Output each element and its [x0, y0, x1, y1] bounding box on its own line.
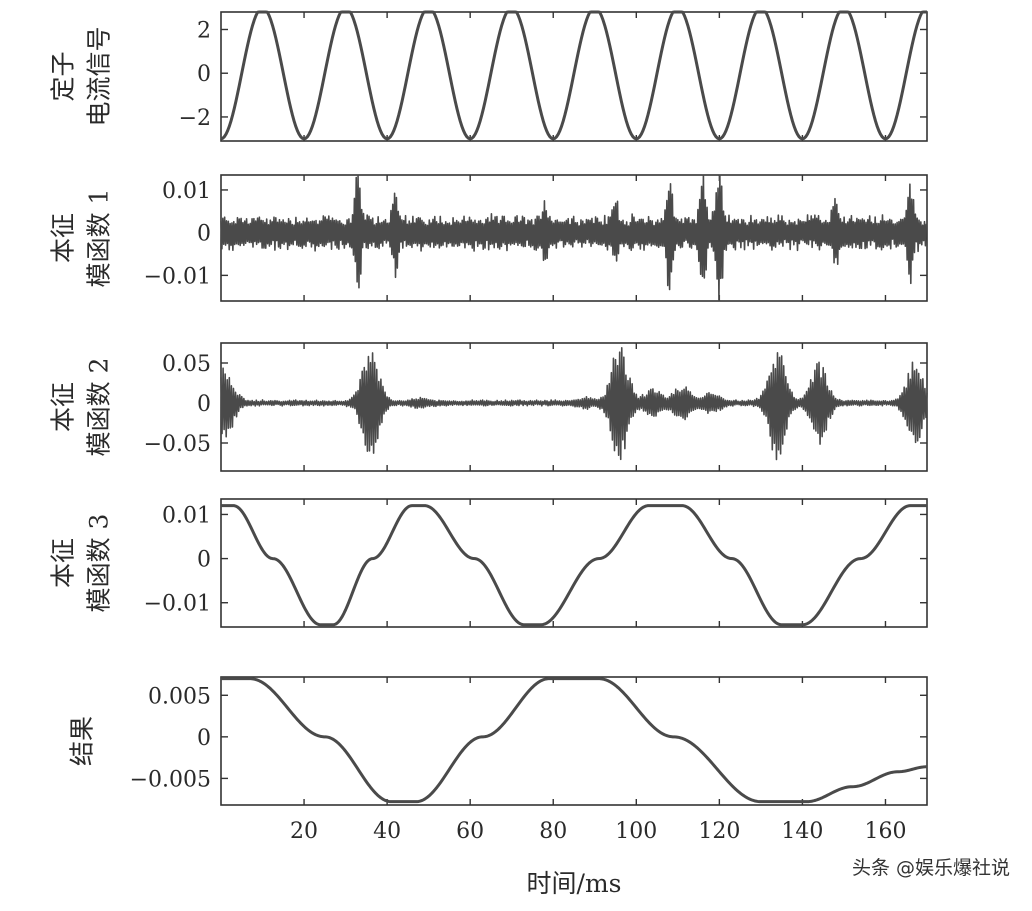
x-tick-label: 140: [781, 819, 823, 844]
y-tick-label: 0.005: [148, 684, 211, 709]
x-tick-label: 60: [456, 819, 484, 844]
x-tick-label: 120: [698, 819, 740, 844]
y-axis-label: 模函数 2: [85, 358, 114, 457]
y-tick-label: 0: [197, 548, 211, 573]
panel-frame: [220, 498, 928, 628]
y-tick-label: 0: [197, 62, 211, 87]
y-tick-label: −0.005: [130, 767, 211, 792]
y-axis-label: 本征: [49, 538, 78, 588]
y-tick-label: −2: [179, 106, 211, 131]
panel-frame: [220, 676, 928, 806]
panel-frame: [220, 11, 928, 142]
x-tick-label: 160: [864, 819, 906, 844]
series-line: [220, 174, 928, 302]
x-tick-label: 80: [539, 819, 567, 844]
y-tick-label: 0.05: [162, 352, 211, 377]
y-axis-label: 本征: [49, 213, 78, 263]
y-tick-label: 2: [197, 18, 211, 43]
watermark-text: 头条 @娱乐爆社说: [851, 857, 1010, 879]
y-tick-label: 0: [197, 222, 211, 247]
y-axis-label: 定子: [49, 51, 78, 101]
x-tick-label: 40: [373, 819, 401, 844]
y-tick-label: −0.01: [144, 264, 211, 289]
series-line: [221, 504, 927, 627]
y-tick-label: 0: [197, 392, 211, 417]
series-line: [220, 10, 927, 141]
y-tick-label: 0.01: [162, 179, 211, 204]
y-tick-label: 0: [197, 726, 211, 751]
x-tick-label: 20: [290, 819, 318, 844]
y-tick-label: −0.01: [144, 592, 211, 617]
y-axis-label: 本征: [49, 382, 78, 432]
y-axis-label: 模函数 3: [85, 514, 114, 613]
y-tick-label: 0.01: [162, 503, 211, 528]
y-axis-label: 结果: [68, 716, 97, 766]
y-axis-label: 模函数 1: [85, 189, 114, 288]
x-axis-label: 时间/ms: [527, 869, 622, 898]
series-line: [220, 346, 928, 461]
y-axis-label: 电流信号: [85, 26, 114, 126]
y-tick-label: −0.05: [144, 432, 211, 457]
x-tick-label: 100: [615, 819, 657, 844]
series-line: [221, 677, 928, 804]
